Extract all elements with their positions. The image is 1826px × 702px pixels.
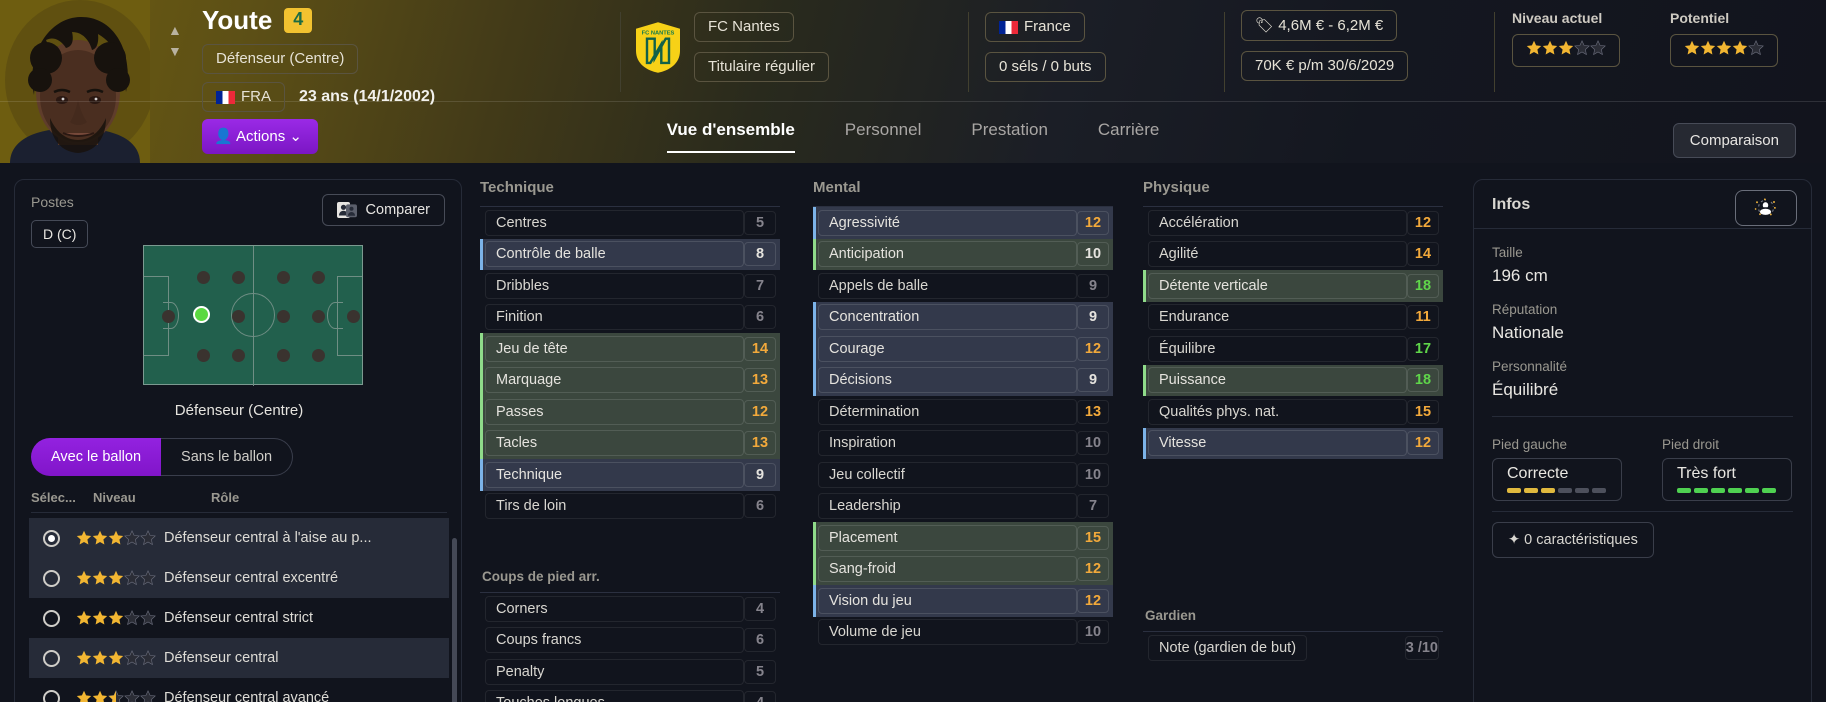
svg-text:FC NANTES: FC NANTES <box>642 30 675 36</box>
